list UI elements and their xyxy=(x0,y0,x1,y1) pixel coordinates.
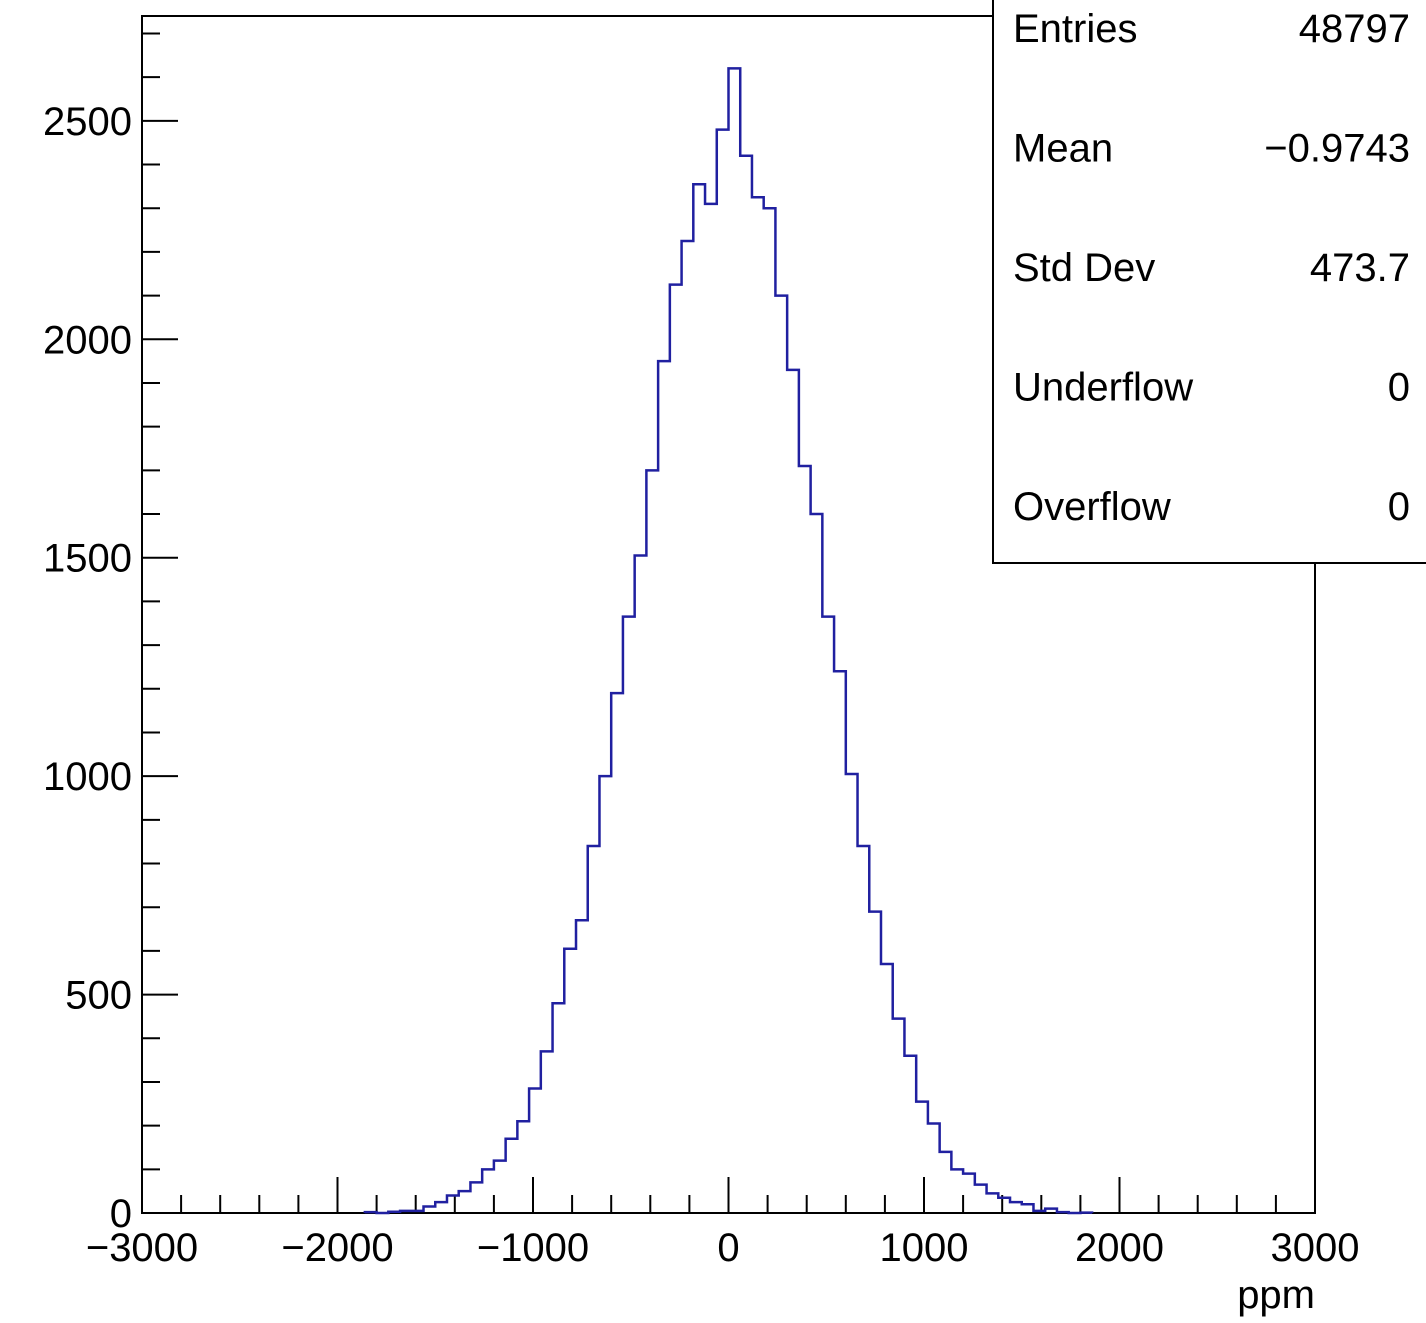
x-axis-tick-labels: −3000 −2000 −1000 0 1000 2000 3000 xyxy=(86,1226,1360,1270)
stats-value: 0 xyxy=(1388,366,1410,410)
stats-label: Entries xyxy=(1013,7,1138,51)
histogram-bin xyxy=(740,156,752,1213)
histogram-bin xyxy=(588,846,600,1213)
histogram-bin xyxy=(623,617,635,1213)
histogram-bin xyxy=(787,370,799,1213)
x-tick-label: 2000 xyxy=(1075,1226,1164,1270)
histogram-bin xyxy=(506,1139,518,1213)
histogram-bin xyxy=(752,197,764,1213)
stats-label: Mean xyxy=(1013,127,1113,171)
histogram-bin xyxy=(670,285,682,1213)
histogram-bin xyxy=(717,130,729,1213)
histogram-bin xyxy=(435,1202,447,1213)
stats-label: Underflow xyxy=(1013,366,1193,410)
stats-value: 473.7 xyxy=(1310,246,1410,290)
histogram-bin xyxy=(494,1161,506,1213)
histogram-bin xyxy=(987,1193,999,1213)
histogram-bin xyxy=(764,208,776,1213)
histogram-bin xyxy=(646,470,658,1213)
histogram-bin xyxy=(658,361,670,1213)
stats-value: 0 xyxy=(1388,485,1410,529)
histogram-bin xyxy=(576,920,588,1213)
y-axis-tick-labels: 0 500 1000 1500 2000 2500 xyxy=(43,100,132,1236)
histogram-bin xyxy=(470,1182,482,1213)
histogram-bin xyxy=(1022,1204,1034,1213)
y-axis-ticks xyxy=(142,32,178,1214)
histogram-bin xyxy=(1010,1202,1022,1213)
y-tick-label: 2500 xyxy=(43,100,132,144)
histogram-bin xyxy=(893,1019,905,1213)
x-axis-title: ppm xyxy=(1237,1273,1315,1317)
histogram-bin xyxy=(904,1056,916,1213)
histogram-bin xyxy=(611,693,623,1213)
histogram-bin xyxy=(975,1185,987,1213)
histogram-bin xyxy=(447,1196,459,1213)
histogram-bin xyxy=(963,1174,975,1213)
histogram-bin xyxy=(705,204,717,1213)
histogram-bin xyxy=(811,514,823,1213)
histogram-bin xyxy=(729,68,741,1213)
histogram-bin xyxy=(799,466,811,1213)
stats-label: Overflow xyxy=(1013,485,1171,529)
x-tick-label: −3000 xyxy=(86,1226,198,1270)
x-tick-label: 3000 xyxy=(1271,1226,1360,1270)
histogram-bin xyxy=(682,241,694,1213)
y-tick-label: 1000 xyxy=(43,755,132,799)
histogram-bin xyxy=(775,296,787,1213)
histogram-bin xyxy=(998,1198,1010,1213)
histogram-bin xyxy=(459,1191,471,1213)
x-tick-label: −1000 xyxy=(477,1226,589,1270)
histogram-bin xyxy=(693,184,705,1213)
histogram-bin xyxy=(482,1169,494,1213)
histogram-bin xyxy=(916,1102,928,1213)
y-tick-label: 2000 xyxy=(43,318,132,362)
y-tick-label: 1500 xyxy=(43,537,132,581)
stats-label: Std Dev xyxy=(1013,246,1155,290)
histogram-bin xyxy=(541,1051,553,1213)
stats-box-frame xyxy=(992,0,1426,564)
histogram-bin xyxy=(553,1003,565,1213)
x-axis-ticks xyxy=(141,1177,1316,1213)
stats-value: −0.9743 xyxy=(1264,127,1410,171)
histogram-bin xyxy=(881,964,893,1213)
histogram-bin xyxy=(599,776,611,1213)
x-tick-label: 0 xyxy=(717,1226,739,1270)
histogram-bin xyxy=(834,671,846,1213)
histogram-bin xyxy=(940,1152,952,1213)
histogram-bin xyxy=(564,949,576,1213)
histogram-bin xyxy=(858,846,870,1213)
histogram-bin xyxy=(822,617,834,1213)
histogram-bin xyxy=(529,1088,541,1213)
stats-value: 48797 xyxy=(1299,7,1410,51)
y-tick-label: 0 xyxy=(110,1192,132,1236)
histogram-bin xyxy=(517,1121,529,1213)
x-tick-label: −2000 xyxy=(281,1226,393,1270)
histogram-bin xyxy=(928,1123,940,1213)
x-tick-label: 1000 xyxy=(880,1226,969,1270)
histogram-bin xyxy=(951,1169,963,1213)
histogram-series-line xyxy=(363,67,1094,1215)
histogram-bin xyxy=(635,556,647,1213)
histogram-bin xyxy=(846,774,858,1213)
histogram-bins xyxy=(365,68,1092,1213)
stats-box: Entries 48797 Mean −0.9743 Std Dev 473.7 Under… xyxy=(992,0,1426,564)
histogram-bin xyxy=(869,912,881,1213)
y-tick-label: 500 xyxy=(65,974,132,1018)
